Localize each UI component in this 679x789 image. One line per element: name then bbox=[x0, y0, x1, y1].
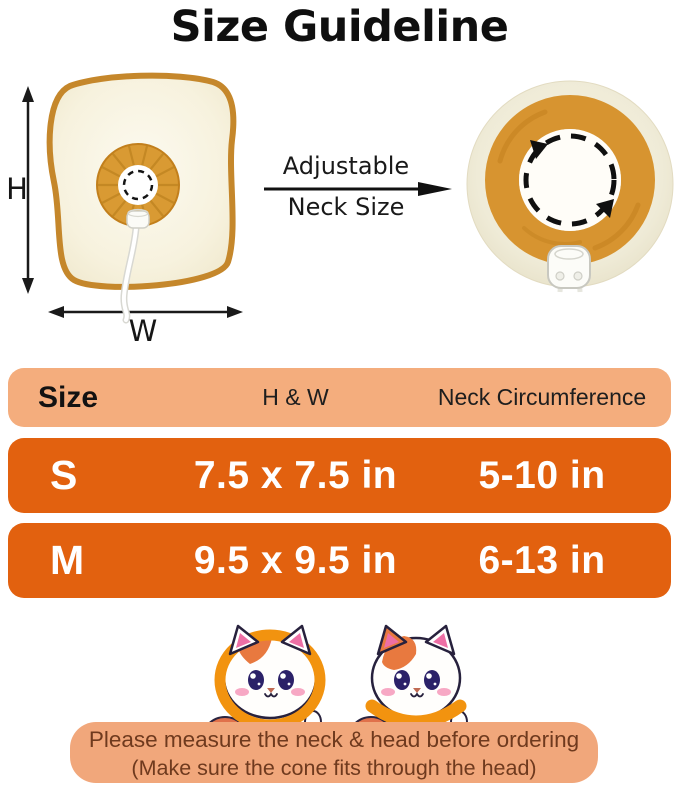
note-line2: (Make sure the cone fits through the hea… bbox=[131, 756, 537, 780]
adjustable-annotation-line1: Adjustable bbox=[282, 152, 410, 180]
height-dimension-label: H bbox=[6, 172, 28, 206]
column-size: Size bbox=[38, 380, 99, 414]
adjustable-arrow bbox=[264, 182, 452, 196]
size-value: M bbox=[50, 537, 85, 583]
adjustable-annotation-line2: Neck Size bbox=[287, 193, 405, 221]
adjust-arrowhead-lower bbox=[596, 199, 614, 218]
height-arrow bbox=[22, 86, 34, 294]
cone-ring-on-neck bbox=[365, 699, 467, 729]
dashed-adjust-circle bbox=[523, 133, 617, 227]
width-arrow bbox=[48, 306, 243, 318]
width-dimension-label: W bbox=[128, 314, 158, 348]
note-line1: Please measure the neck & head before or… bbox=[88, 727, 580, 752]
measurement-note: Please measure the neck & head before or… bbox=[70, 722, 598, 783]
cord-lock-toggle bbox=[547, 245, 591, 293]
bread-neck-hole bbox=[96, 143, 180, 227]
column-dimensions: H & W bbox=[262, 384, 329, 410]
size-table-header: Size H & W Neck Circumference bbox=[8, 368, 671, 427]
neck-value: 5-10 in bbox=[478, 453, 606, 497]
page-title: Size Guideline bbox=[170, 2, 509, 52]
size-value: S bbox=[50, 452, 78, 498]
bread-cone-illustration bbox=[22, 72, 243, 324]
drawstring-cord bbox=[120, 208, 150, 324]
table-row-size-s: S 7.5 x 7.5 in 5-10 in bbox=[8, 438, 671, 513]
column-neck-circumference: Neck Circumference bbox=[437, 384, 647, 410]
adjust-arrowhead-upper bbox=[530, 140, 548, 159]
dashed-neck-circle bbox=[122, 169, 154, 201]
table-row-size-m: M 9.5 x 9.5 in 6-13 in bbox=[8, 523, 671, 598]
dimensions-value: 7.5 x 7.5 in bbox=[193, 453, 398, 497]
neck-value: 6-13 in bbox=[478, 538, 606, 582]
neck-hole-closeup-photo bbox=[466, 80, 674, 293]
dimensions-value: 9.5 x 9.5 in bbox=[193, 538, 398, 582]
